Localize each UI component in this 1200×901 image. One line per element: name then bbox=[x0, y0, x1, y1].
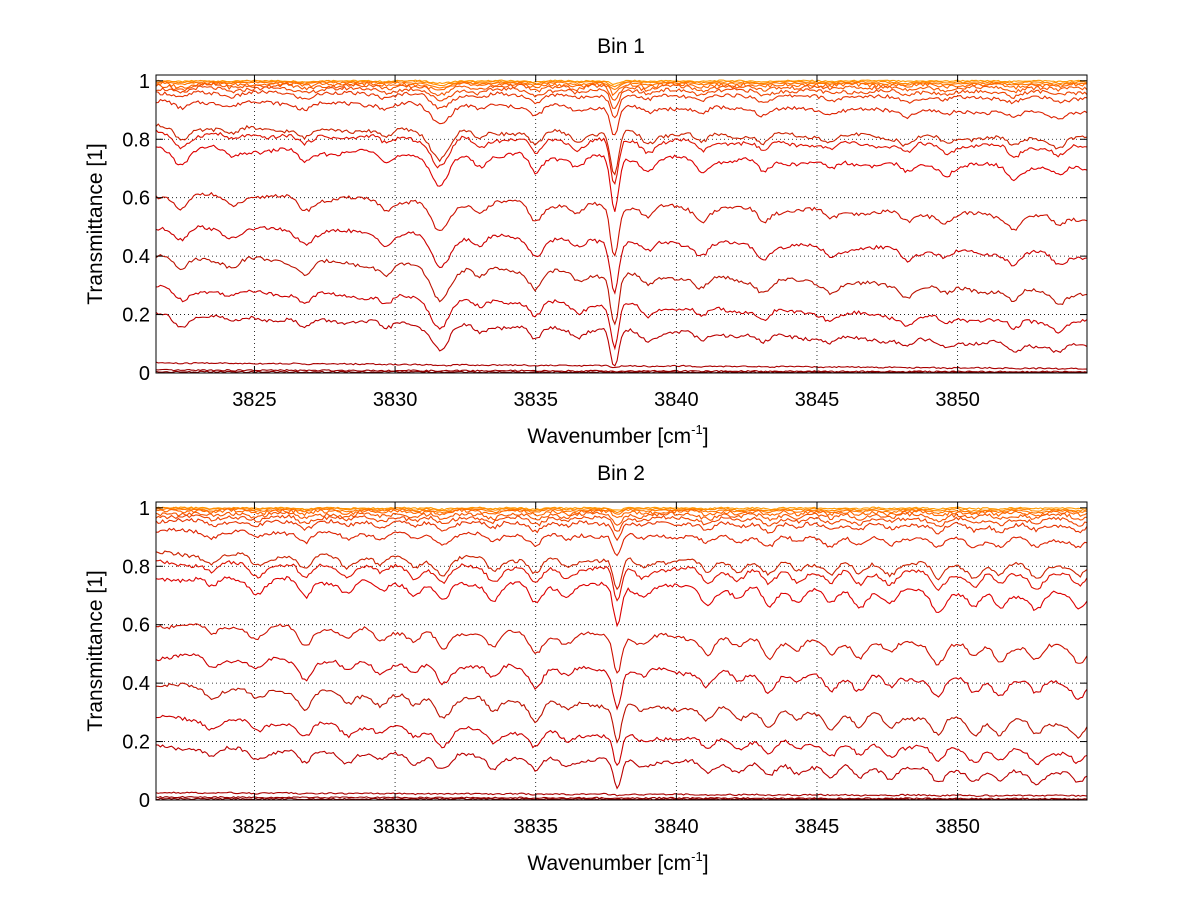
series-line-l11 bbox=[155, 575, 1088, 628]
series-line-l15 bbox=[155, 714, 1088, 767]
y-tick-label: 0 bbox=[139, 363, 150, 385]
series-line-l7 bbox=[155, 517, 1088, 542]
series-line-l6 bbox=[155, 514, 1088, 532]
series-line-l10 bbox=[155, 129, 1088, 186]
x-tick-label: 3850 bbox=[935, 816, 980, 838]
series-line-l9 bbox=[155, 123, 1088, 176]
series-line-l8 bbox=[155, 98, 1088, 136]
x-tick-label: 3825 bbox=[232, 816, 277, 838]
series-line-l16 bbox=[155, 744, 1088, 790]
series-line-l17 bbox=[155, 361, 1088, 370]
series-line-l6 bbox=[155, 85, 1088, 110]
series-line-l9 bbox=[155, 550, 1088, 591]
axes-box bbox=[155, 74, 1088, 374]
series-line-l12 bbox=[155, 191, 1088, 257]
chart-bin-2: Bin 2 3825 3830 3835 3840 3845 3850 0 0.2 0.4 0.… bbox=[84, 462, 1088, 875]
y-tick-label: 1 bbox=[139, 71, 150, 93]
series-line-l14 bbox=[155, 254, 1088, 326]
series-line-l2 bbox=[156, 506, 1088, 514]
y-axis-label: Transmittance [1] bbox=[84, 570, 107, 731]
x-tick-label: 3830 bbox=[373, 816, 418, 838]
grid bbox=[156, 502, 1087, 800]
y-tick-label: 0.6 bbox=[122, 615, 150, 637]
series-line-l1 bbox=[155, 506, 1088, 511]
series-line-l17 bbox=[155, 791, 1088, 798]
y-tick-label: 0.8 bbox=[122, 556, 150, 578]
series-line-l14 bbox=[155, 682, 1088, 744]
y-axis-label: Transmittance [1] bbox=[84, 143, 107, 304]
x-tick-label: 3835 bbox=[513, 816, 558, 838]
x-axis-ticks: 3825 3830 3835 3840 3845 3850 bbox=[232, 502, 980, 838]
chart-title: Bin 2 bbox=[597, 462, 645, 485]
series-line-l13 bbox=[155, 225, 1088, 295]
y-axis-ticks: 0 0.2 0.4 0.6 0.8 1 bbox=[122, 71, 1087, 385]
series-line-l19 bbox=[155, 370, 1088, 374]
series-line-l5 bbox=[155, 82, 1088, 101]
series-line-l4 bbox=[155, 80, 1088, 97]
series-line-l2 bbox=[155, 79, 1088, 88]
plot-lines bbox=[155, 79, 1088, 374]
x-tick-label: 3850 bbox=[935, 389, 980, 411]
y-tick-label: 0.2 bbox=[122, 305, 150, 327]
y-tick-label: 0.6 bbox=[122, 188, 150, 210]
series-line-l8 bbox=[155, 527, 1088, 557]
x-tick-label: 3840 bbox=[654, 816, 699, 838]
series-line-l4 bbox=[155, 508, 1088, 519]
y-tick-label: 0 bbox=[139, 790, 150, 812]
series-line-l15 bbox=[155, 284, 1088, 351]
x-tick-label: 3825 bbox=[232, 389, 277, 411]
x-axis-label: Wavenumber [cm-1] bbox=[527, 422, 708, 448]
x-tick-label: 3845 bbox=[795, 389, 840, 411]
series-line-l16 bbox=[155, 311, 1088, 367]
series-line-l10 bbox=[155, 559, 1088, 602]
series-line-l5 bbox=[155, 511, 1088, 526]
chart-title: Bin 1 bbox=[597, 35, 645, 58]
x-tick-label: 3845 bbox=[795, 816, 840, 838]
y-tick-label: 0.2 bbox=[122, 732, 150, 754]
chart-bin-1: Bin 1 3825 3830 3835 3840 3845 3850 0 0.2 0.4 0.… bbox=[84, 35, 1088, 448]
series-line-l13 bbox=[155, 653, 1088, 711]
x-tick-label: 3835 bbox=[513, 389, 558, 411]
series-line-l3 bbox=[155, 507, 1088, 515]
y-axis-ticks: 0 0.2 0.4 0.6 0.8 1 bbox=[122, 498, 1087, 812]
y-tick-label: 0.4 bbox=[122, 673, 150, 695]
x-tick-label: 3840 bbox=[654, 389, 699, 411]
y-tick-label: 1 bbox=[139, 498, 150, 520]
x-axis-label: Wavenumber [cm-1] bbox=[527, 849, 708, 875]
series-line-l11 bbox=[155, 144, 1088, 212]
series-line-l12 bbox=[155, 623, 1088, 674]
x-tick-label: 3830 bbox=[373, 389, 418, 411]
grid bbox=[156, 75, 1087, 373]
y-tick-label: 0.8 bbox=[122, 129, 150, 151]
y-tick-label: 0.4 bbox=[122, 246, 150, 268]
x-axis-ticks: 3825 3830 3835 3840 3845 3850 bbox=[232, 75, 980, 411]
axes-box bbox=[155, 501, 1088, 801]
series-line-l7 bbox=[155, 89, 1088, 119]
